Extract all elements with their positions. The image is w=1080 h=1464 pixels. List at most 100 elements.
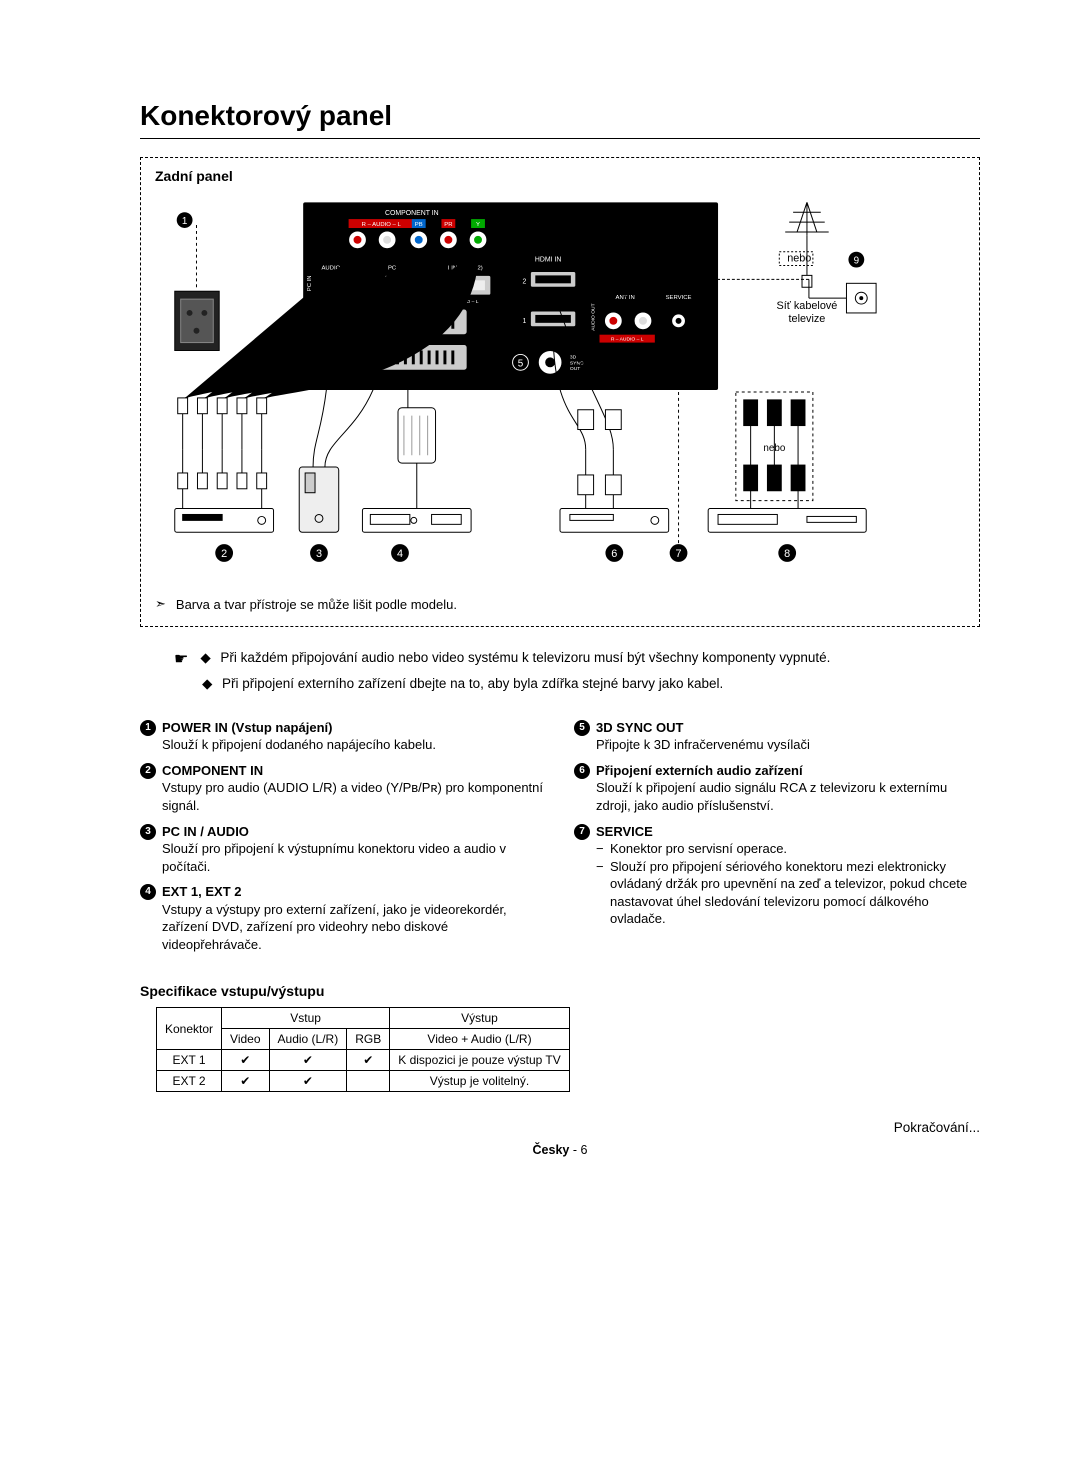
item-sub: −Konektor pro servisní operace. [596,840,980,858]
svg-text:Y: Y [476,222,480,228]
cell-output: K dispozici je pouze výstup TV [390,1050,570,1071]
cell-audio [269,1071,347,1092]
connector-item: 1 POWER IN (Vstup napájení)Slouží k připo… [140,719,546,754]
table-row: EXT 2Výstup je volitelný. [157,1071,570,1092]
item-number-badge: 1 [140,720,156,736]
th-output: Výstup [390,1008,570,1029]
svg-text:5: 5 [518,358,524,369]
item-number-badge: 4 [140,884,156,900]
svg-text:televize: televize [789,313,826,325]
spec-table: Konektor Vstup Výstup Video Audio (L/R) … [156,1007,570,1092]
check-icon [240,1074,250,1088]
svg-text:3: 3 [316,548,322,560]
rear-panel-diagram: 1 COMPONENT IN R – AUDIO – L PB PR Y AUD… [155,190,965,590]
item-body: EXT 1, EXT 2Vstupy a výstupy pro externí… [162,883,546,953]
spec-title: Specifikace vstupu/výstupu [140,983,980,999]
connector-item: 5 3D SYNC OUTPřipojte k 3D infračervenému… [574,719,980,754]
check-icon [363,1053,373,1067]
item-title: COMPONENT IN [162,762,546,780]
svg-text:4: 4 [397,548,403,560]
item-desc: Slouží pro připojení k výstupnímu konekt… [162,840,546,875]
item-number-badge: 5 [574,720,590,736]
connector-item: 6 Připojení externích audio zařízeníSlouž… [574,762,980,815]
item-body: SERVICE−Konektor pro servisní operace.−S… [596,823,980,928]
svg-text:OUT: OUT [570,366,580,372]
item-sub-text: Konektor pro servisní operace. [610,840,787,858]
item-sub: −Slouží pro připojení sériového konektor… [596,858,980,928]
cell-video [222,1071,269,1092]
item-title: 3D SYNC OUT [596,719,810,737]
connector-item: 2 COMPONENT INVstupy pro audio (AUDIO L/R… [140,762,546,815]
svg-text:3D: 3D [570,354,577,360]
svg-text:PR: PR [444,222,452,228]
th-audio: Audio (L/R) [269,1029,347,1050]
th-input: Vstup [222,1008,390,1029]
check-icon [303,1053,313,1067]
svg-text:2: 2 [522,278,526,285]
pointer-icon [174,649,194,671]
cell-connector: EXT 2 [157,1071,222,1092]
diagram-panel-label: Zadní panel [155,168,965,184]
svg-text:AUDIO OUT: AUDIO OUT [591,303,597,330]
item-desc: Vstupy a výstupy pro externí zařízení, j… [162,901,546,954]
left-column: 1 POWER IN (Vstup napájení)Slouží k připo… [140,719,546,962]
note-text: Při připojení externího zařízení dbejte … [222,675,723,693]
svg-text:nebo: nebo [763,443,785,454]
spacer [174,675,196,693]
connector-item: 4 EXT 1, EXT 2Vstupy a výstupy pro extern… [140,883,546,953]
svg-text:Síť kabelové: Síť kabelové [777,300,838,312]
th-video: Video [222,1029,269,1050]
th-rgb: RGB [347,1029,390,1050]
diagram-note: Barva a tvar přístroje se může lišit pod… [155,596,965,612]
svg-text:R – AUDIO – L: R – AUDIO – L [611,337,644,343]
svg-text:1: 1 [182,216,187,227]
svg-text:1: 1 [522,318,526,325]
right-column: 5 3D SYNC OUTPřipojte k 3D infračervenému… [574,719,980,962]
svg-text:9: 9 [854,256,860,267]
cell-rgb [347,1071,390,1092]
table-row: EXT 1 K dispozici je pouze výstup TV [157,1050,570,1071]
warning-notes: ◆ Při každém připojování audio nebo vide… [174,649,980,693]
item-sub-text: Slouží pro připojení sériového konektoru… [610,858,980,928]
svg-text:7: 7 [676,548,682,560]
item-desc: Připojte k 3D infračervenému vysílači [596,736,810,754]
item-number-badge: 7 [574,824,590,840]
item-number-badge: 3 [140,824,156,840]
check-icon [303,1074,313,1088]
item-body: COMPONENT INVstupy pro audio (AUDIO L/R)… [162,762,546,815]
dash-marker: − [596,840,606,858]
footer-page: 6 [581,1143,588,1157]
item-desc: Slouží k připojení dodaného napájecího k… [162,736,436,754]
page-title: Konektorový panel [140,100,980,139]
svg-text:nebo: nebo [787,253,811,265]
item-title: SERVICE [596,823,980,841]
item-body: PC IN / AUDIOSlouží pro připojení k výst… [162,823,546,876]
svg-text:SERVICE: SERVICE [666,295,692,301]
item-number-badge: 2 [140,763,156,779]
connector-descriptions: 1POWER IN (Vstup napájení)Slouží k připo… [140,719,980,962]
item-desc: Vstupy pro audio (AUDIO L/R) a video (Y/… [162,779,546,814]
connector-item: 3 PC IN / AUDIOSlouží pro připojení k výs… [140,823,546,876]
arrow-icon [155,596,170,612]
item-body: Připojení externích audio zařízeníSlouží… [596,762,980,815]
th-connector: Konektor [157,1008,222,1050]
svg-text:6: 6 [611,548,617,560]
svg-text:PC IN: PC IN [307,275,313,291]
diagram-container: Zadní panel 1 COMPONENT IN R – AUDIO – L… [140,157,980,627]
bullet-marker: ◆ [200,649,214,671]
cell-connector: EXT 1 [157,1050,222,1071]
page-footer: Česky - 6 [140,1143,980,1157]
cell-audio [269,1050,347,1071]
dash-marker: − [596,858,606,928]
footer-sep: - [573,1143,581,1157]
cell-rgb [347,1050,390,1071]
continue-text: Pokračování... [140,1120,980,1135]
item-desc: Slouží k připojení audio signálu RCA z t… [596,779,980,814]
svg-text:2: 2 [221,548,227,560]
item-number-badge: 6 [574,763,590,779]
th-video-audio: Video + Audio (L/R) [390,1029,570,1050]
item-title: POWER IN (Vstup napájení) [162,719,436,737]
svg-text:PB: PB [415,222,423,228]
item-title: PC IN / AUDIO [162,823,546,841]
footer-lang: Česky [533,1143,570,1157]
